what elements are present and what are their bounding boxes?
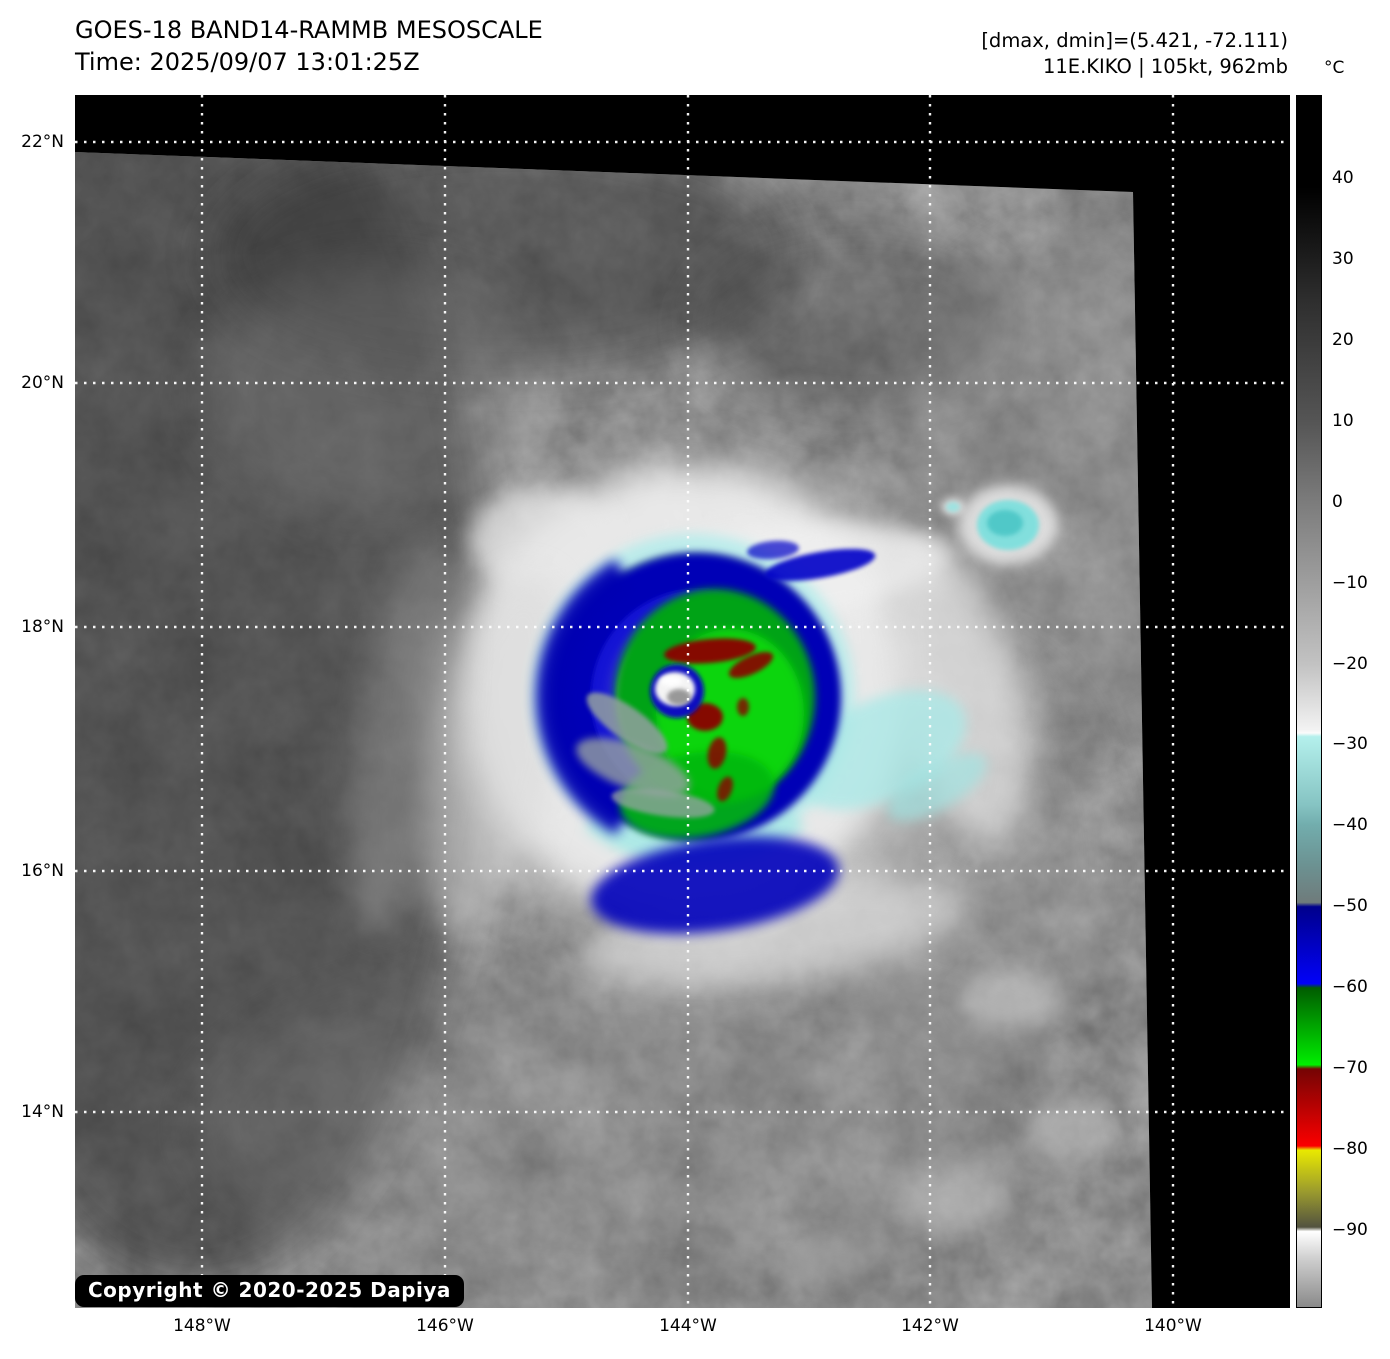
cb-tick-m80: −80 <box>1332 1139 1368 1159</box>
product-time: Time: 2025/09/07 13:01:25Z <box>75 48 420 76</box>
colorbar-unit-label: °C <box>1324 58 1345 78</box>
cb-tick-m50: −50 <box>1332 896 1368 916</box>
dmax-dmin-readout: [dmax, dmin]=(5.421, -72.111) <box>981 29 1288 52</box>
cb-tick-m20: −20 <box>1332 654 1368 674</box>
header-right-block: [dmax, dmin]=(5.421, -72.111) 11E.KIKO |… <box>981 28 1288 80</box>
hurricane-eye <box>650 664 704 718</box>
northeast-cold-cell <box>941 485 1058 565</box>
lon-tick-144w: 144°W <box>659 1316 717 1336</box>
lat-tick-20n: 20°N <box>21 373 64 393</box>
cb-tick-10: 10 <box>1332 411 1354 431</box>
product-title: GOES-18 BAND14-RAMMB MESOSCALE <box>75 16 543 44</box>
lat-tick-14n: 14°N <box>21 1102 64 1122</box>
cb-tick-30: 30 <box>1332 249 1354 269</box>
cb-tick-m30: −30 <box>1332 734 1368 754</box>
cb-tick-40: 40 <box>1332 168 1354 188</box>
lon-tick-140w: 140°W <box>1144 1316 1202 1336</box>
lat-tick-18n: 18°N <box>21 617 64 637</box>
cb-tick-20: 20 <box>1332 330 1354 350</box>
cb-tick-m10: −10 <box>1332 573 1368 593</box>
lon-tick-148w: 148°W <box>173 1316 231 1336</box>
cb-tick-m70: −70 <box>1332 1058 1368 1078</box>
storm-info-readout: 11E.KIKO | 105kt, 962mb <box>1042 55 1288 78</box>
cb-tick-m90: −90 <box>1332 1220 1368 1240</box>
satellite-image <box>75 95 1290 1308</box>
lat-tick-22n: 22°N <box>21 132 64 152</box>
hurricane <box>349 460 1058 992</box>
lon-tick-142w: 142°W <box>901 1316 959 1336</box>
satellite-map: Copyright © 2020-2025 Dapiya <box>75 95 1290 1308</box>
lat-tick-16n: 16°N <box>21 861 64 881</box>
copyright-badge: Copyright © 2020-2025 Dapiya <box>75 1275 464 1307</box>
cb-tick-m40: −40 <box>1332 815 1368 835</box>
temperature-colorbar <box>1296 95 1322 1308</box>
lon-tick-146w: 146°W <box>416 1316 474 1336</box>
cb-tick-m60: −60 <box>1332 977 1368 997</box>
cb-tick-0: 0 <box>1332 492 1343 512</box>
data-region <box>75 152 1152 1308</box>
